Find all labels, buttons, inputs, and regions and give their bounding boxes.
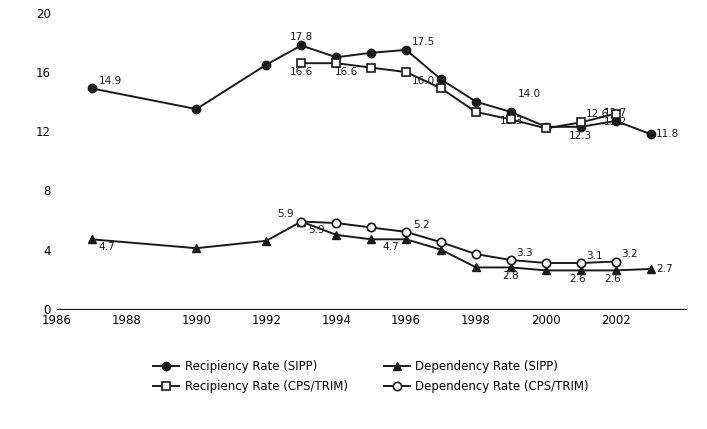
Text: 5.2: 5.2 bbox=[413, 220, 430, 230]
Text: 5.9: 5.9 bbox=[278, 209, 294, 219]
Text: 11.8: 11.8 bbox=[656, 129, 679, 139]
Text: 16.6: 16.6 bbox=[335, 67, 358, 77]
Text: 3.3: 3.3 bbox=[516, 248, 533, 258]
Text: 4.7: 4.7 bbox=[98, 242, 115, 252]
Text: 2.7: 2.7 bbox=[656, 264, 672, 274]
Text: 4.7: 4.7 bbox=[382, 242, 399, 252]
Text: 12.7: 12.7 bbox=[604, 108, 628, 118]
Text: 13.3: 13.3 bbox=[499, 116, 522, 126]
Text: 3.1: 3.1 bbox=[586, 251, 603, 260]
Text: 13.2: 13.2 bbox=[604, 118, 628, 127]
Text: 5.9: 5.9 bbox=[308, 225, 325, 235]
Text: 17.5: 17.5 bbox=[411, 37, 435, 47]
Text: 2.6: 2.6 bbox=[569, 274, 585, 284]
Text: 2.6: 2.6 bbox=[604, 274, 621, 284]
Text: 17.8: 17.8 bbox=[290, 32, 313, 42]
Text: 14.9: 14.9 bbox=[98, 76, 122, 86]
Text: 14.0: 14.0 bbox=[518, 89, 541, 99]
Legend: Recipiency Rate (SIPP), Recipiency Rate (CPS/TRIM), Dependency Rate (SIPP), Depe: Recipiency Rate (SIPP), Recipiency Rate … bbox=[148, 355, 594, 398]
Text: 12.3: 12.3 bbox=[569, 131, 592, 141]
Text: 16.0: 16.0 bbox=[411, 76, 435, 86]
Text: 16.6: 16.6 bbox=[290, 67, 313, 77]
Text: 3.2: 3.2 bbox=[621, 249, 638, 259]
Text: 12.6: 12.6 bbox=[586, 109, 609, 119]
Text: 2.8: 2.8 bbox=[503, 271, 520, 281]
